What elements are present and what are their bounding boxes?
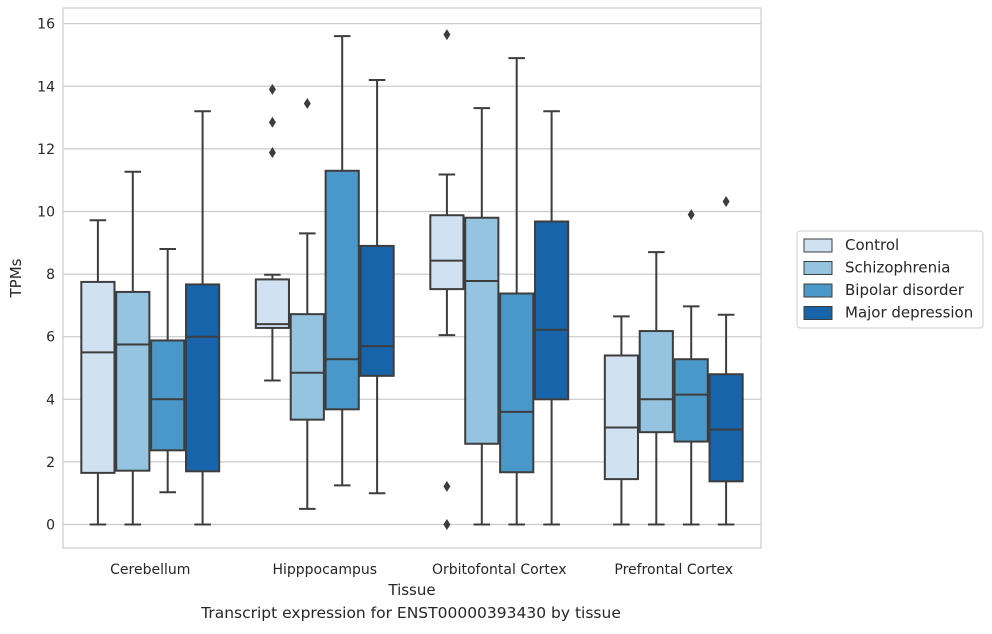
y-tick-label: 8 bbox=[46, 267, 55, 283]
box-series-group bbox=[80, 29, 744, 531]
box-3-0 bbox=[603, 315, 639, 526]
box-1-0 bbox=[254, 83, 290, 382]
legend-swatch bbox=[803, 261, 833, 275]
x-tick-labels: Cerebellum Hipppocampus Orbitofontal Corte… bbox=[110, 562, 733, 578]
box-body bbox=[603, 354, 639, 481]
box-0-1 bbox=[115, 170, 151, 526]
x-tick-label: Prefrontal Cortex bbox=[614, 562, 733, 578]
x-axis-label: Tissue bbox=[387, 581, 435, 599]
x-tick-label: Hipppocampus bbox=[272, 562, 377, 578]
box-body bbox=[673, 358, 709, 443]
box-1-3 bbox=[359, 79, 395, 495]
box-body bbox=[80, 280, 116, 474]
outlier-point bbox=[443, 519, 451, 531]
y-tick-label: 4 bbox=[46, 392, 55, 408]
y-axis-label: TPMs bbox=[7, 258, 25, 298]
y-tick-label: 14 bbox=[37, 79, 55, 95]
box-body bbox=[254, 278, 290, 329]
box-1-2 bbox=[324, 35, 360, 487]
y-tick-labels: 0 2 4 6 8 10 12 14 16 bbox=[37, 17, 55, 534]
x-tick-label: Cerebellum bbox=[110, 562, 190, 578]
box-body bbox=[464, 216, 500, 445]
chart-caption: Transcript expression for ENST0000039343… bbox=[201, 604, 621, 622]
y-tick-label: 2 bbox=[46, 455, 55, 471]
outlier-point bbox=[687, 209, 695, 221]
box-body bbox=[185, 283, 221, 473]
box-body bbox=[499, 292, 535, 474]
box-body bbox=[638, 330, 674, 434]
y-tick-label: 16 bbox=[37, 17, 55, 33]
box-3-3 bbox=[708, 195, 744, 526]
outlier-point bbox=[722, 195, 730, 207]
y-tick-label: 6 bbox=[46, 330, 55, 346]
box-0-0 bbox=[80, 219, 116, 526]
box-2-3 bbox=[534, 110, 570, 526]
outlier-point bbox=[443, 480, 451, 492]
legend-swatch bbox=[803, 306, 833, 320]
box-body bbox=[429, 214, 465, 291]
box-3-2 bbox=[673, 209, 709, 526]
box-2-0 bbox=[429, 29, 465, 531]
box-body bbox=[115, 290, 151, 472]
legend-label: Control bbox=[845, 236, 899, 254]
box-0-3 bbox=[185, 110, 221, 526]
legend: Control Schizophrenia Bipolar disorder Majo… bbox=[796, 230, 984, 329]
legend-swatch bbox=[803, 283, 833, 298]
y-tick-label: 0 bbox=[46, 518, 55, 534]
box-3-1 bbox=[638, 251, 674, 526]
box-1-1 bbox=[289, 97, 325, 510]
box-body bbox=[708, 373, 744, 483]
x-tick-label: Orbitofontal Cortex bbox=[432, 562, 567, 578]
box-0-2 bbox=[150, 248, 186, 494]
legend-frame bbox=[796, 230, 984, 329]
legend-label: Schizophrenia bbox=[845, 259, 950, 277]
y-tick-label: 10 bbox=[37, 204, 55, 220]
box-2-2 bbox=[499, 57, 535, 526]
y-tick-label: 12 bbox=[37, 142, 55, 158]
legend-label: Major depression bbox=[845, 304, 973, 322]
box-body bbox=[289, 313, 325, 421]
box-body bbox=[324, 169, 360, 411]
outlier-point bbox=[268, 83, 276, 95]
outlier-point bbox=[268, 147, 276, 159]
outlier-point bbox=[268, 116, 276, 128]
box-body bbox=[150, 339, 186, 452]
outlier-point bbox=[303, 97, 311, 109]
legend-swatch bbox=[803, 238, 833, 253]
outlier-point bbox=[443, 29, 451, 41]
legend-label: Bipolar disorder bbox=[845, 281, 965, 299]
box-body bbox=[534, 220, 570, 401]
box-body bbox=[359, 244, 395, 377]
box-2-1 bbox=[464, 107, 500, 526]
plot-frame bbox=[62, 7, 762, 549]
